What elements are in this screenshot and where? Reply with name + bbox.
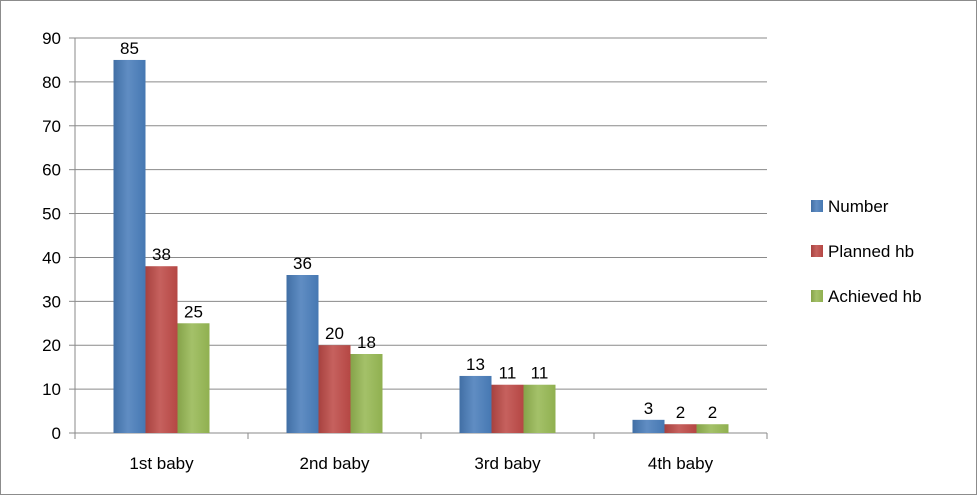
data-label: 36 — [293, 254, 312, 273]
bar-number — [113, 59, 146, 433]
y-tick-label: 50 — [42, 205, 61, 224]
y-tick-label: 40 — [42, 248, 61, 267]
data-label: 20 — [325, 324, 344, 343]
x-category-label: 3rd baby — [474, 454, 541, 473]
bars — [113, 59, 729, 433]
y-tick-label: 10 — [42, 380, 61, 399]
legend-swatch — [811, 290, 823, 302]
bar-number — [286, 275, 319, 433]
bar-achieved-hb — [696, 424, 729, 433]
data-label: 11 — [531, 364, 549, 383]
y-tick-label: 70 — [42, 117, 61, 136]
legend-label: Number — [828, 197, 889, 216]
y-tick-label: 60 — [42, 161, 61, 180]
y-tick-label: 20 — [42, 336, 61, 355]
bar-number — [459, 375, 492, 433]
bar-planned-hb — [491, 384, 524, 433]
legend-swatch — [811, 200, 823, 212]
data-label: 38 — [152, 245, 171, 264]
bar-planned-hb — [145, 266, 178, 433]
data-label: 25 — [184, 302, 203, 321]
data-label: 3 — [644, 399, 653, 418]
y-tick-label: 90 — [42, 29, 61, 48]
legend-swatch — [811, 245, 823, 257]
bar-number — [632, 419, 665, 433]
y-tick-label: 80 — [42, 73, 61, 92]
bar-achieved-hb — [350, 354, 383, 433]
axes: 0 10 20 30 40 50 60 70 80 90 1st baby 2nd baby 3rd b… — [42, 29, 768, 473]
data-labels: 85 38 25 36 20 18 13 11 11 3 2 2 — [120, 39, 717, 422]
bar-achieved-hb — [177, 323, 210, 433]
x-category-label: 4th baby — [648, 454, 714, 473]
data-label: 85 — [120, 39, 139, 58]
data-label: 2 — [676, 403, 685, 422]
data-label: 11 — [499, 364, 517, 383]
bar-planned-hb — [664, 424, 697, 433]
legend-label: Achieved hb — [828, 287, 922, 306]
legend-label: Planned hb — [828, 242, 914, 261]
bar-achieved-hb — [523, 384, 556, 433]
data-label: 13 — [466, 355, 485, 374]
x-category-label: 1st baby — [129, 454, 194, 473]
data-label: 2 — [708, 403, 717, 422]
x-category-label: 2nd baby — [300, 454, 370, 473]
data-label: 18 — [357, 333, 376, 352]
y-tick-label: 30 — [42, 292, 61, 311]
bar-planned-hb — [318, 345, 351, 433]
y-tick-label: 0 — [52, 424, 61, 443]
legend: Number Planned hb Achieved hb — [811, 197, 922, 306]
